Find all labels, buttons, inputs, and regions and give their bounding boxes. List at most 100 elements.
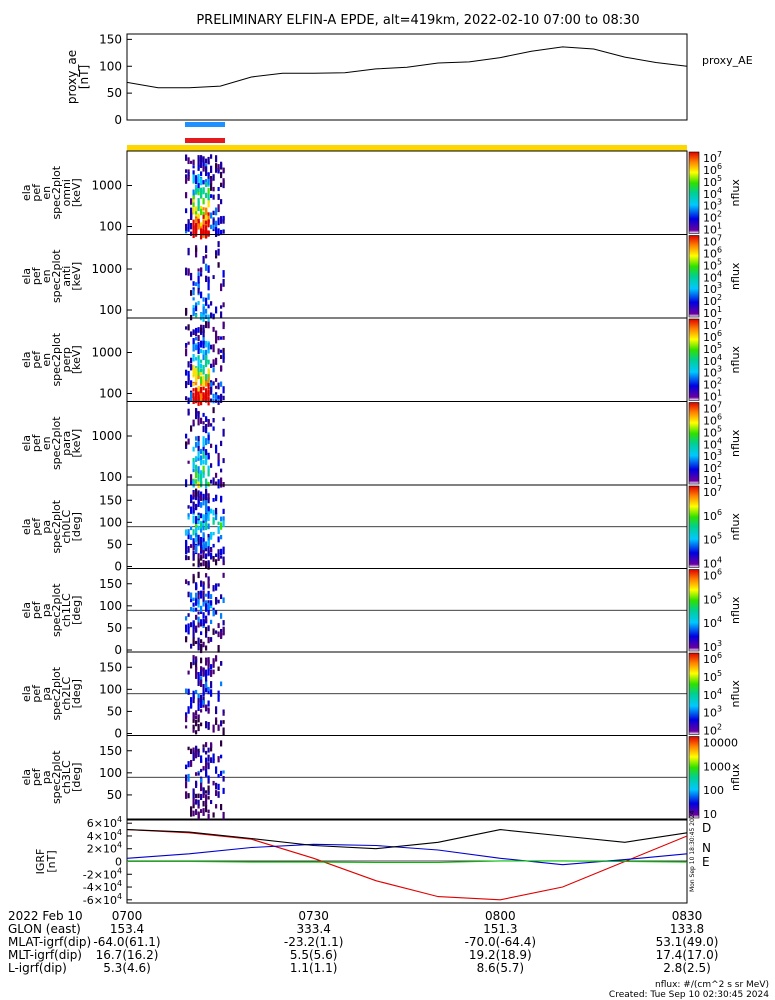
- spectrogram-pixel: [207, 540, 210, 547]
- spectrogram-pixel: [195, 809, 198, 815]
- spectrogram-pixel: [220, 365, 223, 371]
- spectrogram-pixel: [197, 622, 200, 628]
- spectrogram-pixel: [205, 480, 208, 486]
- spectrogram-pixel: [207, 507, 210, 512]
- spectrogram-pixel: [195, 314, 198, 318]
- spectrogram-pixel: [197, 714, 200, 723]
- spectrogram-pixel: [187, 361, 190, 368]
- spectrogram-pixel: [192, 661, 195, 666]
- spectrogram-pixel: [190, 231, 193, 236]
- ephemeris-value: -70.0(-64.4): [465, 935, 536, 949]
- spectrogram-pixel: [192, 398, 195, 402]
- spectrogram-pixel: [222, 167, 225, 173]
- spectrogram-pixel: [220, 631, 223, 639]
- spectrogram-pixel: [202, 444, 205, 453]
- spectrogram-pixel: [192, 792, 195, 799]
- spectrogram-pixel: [215, 378, 218, 382]
- spectrogram-pixel: [197, 223, 200, 229]
- spectrogram-pixel: [202, 619, 205, 626]
- igrf-legend-d: D: [702, 821, 711, 835]
- spectrogram-pixel: [195, 222, 198, 228]
- spectrogram-pixel: [210, 681, 213, 689]
- spectrogram-pixel: [200, 556, 203, 561]
- igrf-side-text: Mon Sep 10 18:30:45 2024: [689, 810, 696, 892]
- spectrogram-pixel: [187, 408, 190, 415]
- spectrogram-pixel: [212, 753, 215, 761]
- spectrogram-pixel: [197, 292, 200, 296]
- spectrogram-pixel: [200, 513, 203, 519]
- spectrogram-pixel: [197, 385, 200, 392]
- spectrogram-pixel: [220, 594, 223, 600]
- spectrogram-ytick-label: 150: [99, 493, 122, 507]
- spectrogram-pixel: [217, 228, 220, 236]
- spectrogram-pixel: [197, 188, 200, 192]
- ephemeris-value: 5.3(4.6): [103, 961, 151, 975]
- spectrogram-pixel: [195, 730, 198, 735]
- spectrogram-pixel: [205, 181, 208, 187]
- spectrogram-pixel: [200, 178, 203, 186]
- spectrogram-pixel: [212, 610, 215, 617]
- spectrogram-pixel: [207, 493, 210, 500]
- spectrogram-pixel: [202, 547, 205, 551]
- spectrogram-pixel: [195, 492, 198, 497]
- colorbar-tick-label: 107: [703, 234, 722, 249]
- colorbar-tick-label: 102: [703, 210, 722, 225]
- spectrogram-pixel: [190, 481, 193, 486]
- spectrogram-ylabel-line: [deg]: [70, 763, 83, 792]
- spectrogram-ytick-label: 100: [99, 387, 122, 401]
- spectrogram-pixel: [200, 267, 203, 273]
- ephemeris-value: 19.2(18.9): [469, 948, 532, 962]
- spectrogram-pixel: [185, 267, 188, 276]
- spectrogram-ytick-label: 150: [99, 744, 122, 758]
- spectrogram-pixel: [217, 526, 220, 534]
- spectrogram-pixel: [190, 392, 193, 399]
- spectrogram-pixel: [205, 514, 208, 518]
- spectrogram-pixel: [205, 742, 208, 748]
- spectrogram-pixel: [205, 547, 208, 552]
- spectrogram-pixel: [220, 349, 223, 353]
- spectrogram-pixel: [205, 721, 208, 729]
- spectrogram-pixel: [215, 655, 218, 662]
- spectrogram-pixel: [202, 691, 205, 695]
- ephemeris-row-label: MLAT-igrf(dip): [8, 935, 91, 949]
- spectrogram-pixel: [205, 390, 208, 394]
- spectrogram-pixel: [217, 666, 220, 671]
- spectrogram-pixel: [202, 219, 205, 225]
- spectrogram-pixel: [187, 397, 190, 403]
- spectrogram-pixel: [220, 480, 223, 488]
- spectrogram-pixel: [220, 720, 223, 727]
- spectrogram-pixel: [197, 748, 200, 753]
- igrf-series-line: [126, 843, 688, 866]
- spectrogram-pixel: [215, 250, 218, 256]
- spectrogram-pixel: [207, 219, 210, 228]
- spectrogram-pixel: [187, 247, 190, 256]
- spectrogram-pixel: [195, 367, 198, 376]
- spectrogram-pixel: [187, 773, 190, 782]
- spectrogram-pixel: [215, 790, 218, 796]
- colorbar-tick-label: 106: [703, 245, 722, 260]
- colorbar-tick-label: 102: [703, 293, 722, 308]
- spectrogram-pixel: [215, 155, 218, 163]
- spectrogram-pixel: [197, 616, 200, 620]
- spectrogram-pixel: [205, 657, 208, 663]
- spectrogram-pixel: [222, 572, 225, 578]
- spectrogram-pixel: [192, 192, 195, 200]
- spectrogram-pixel: [217, 536, 220, 543]
- spectrogram-pixel: [217, 645, 220, 653]
- spectrogram-ylabel-line: en: [40, 269, 53, 283]
- spectrogram-ylabel-line: para: [60, 431, 73, 456]
- spectrogram-pixel: [210, 212, 213, 219]
- spectrogram-pixel: [217, 783, 220, 791]
- spectrogram-pixel: [207, 523, 210, 530]
- spectrogram-pixel: [212, 222, 215, 230]
- spectrogram-pixel: [205, 263, 208, 271]
- spectrogram-pixel: [200, 190, 203, 199]
- spectrogram-pixel: [185, 725, 188, 729]
- spectrogram-pixel: [202, 421, 205, 425]
- spectrogram-pixel: [197, 160, 200, 168]
- spectrogram-ytick-label: 50: [107, 704, 122, 718]
- spectrogram-pixel: [210, 553, 213, 559]
- spectrogram-pixel: [200, 417, 203, 424]
- colorbar-tick-label: 101: [703, 222, 722, 237]
